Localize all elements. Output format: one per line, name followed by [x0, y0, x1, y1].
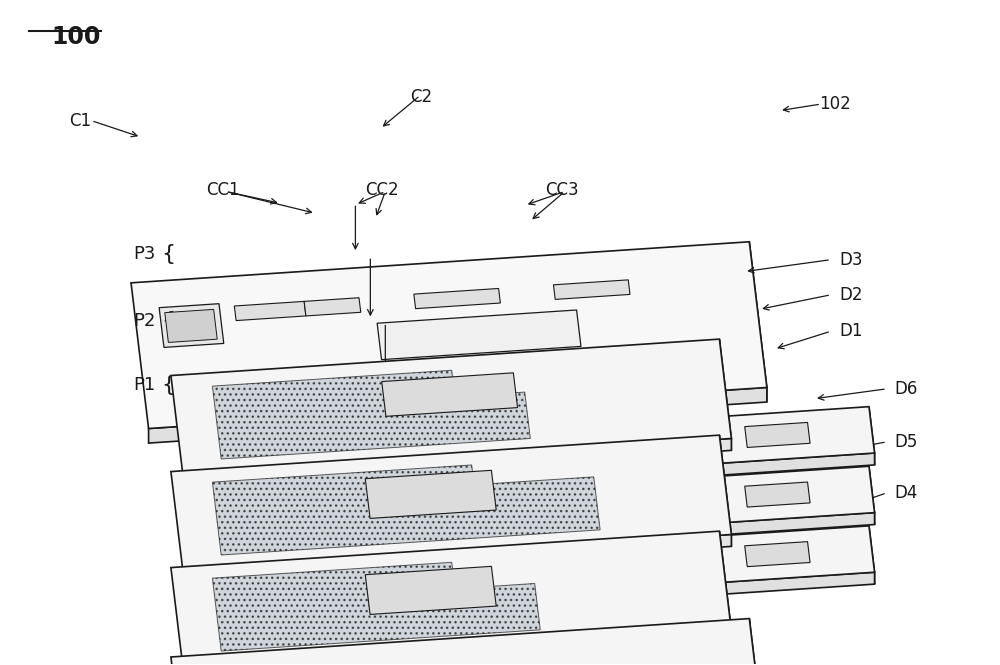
- Polygon shape: [719, 435, 731, 547]
- Polygon shape: [414, 289, 500, 309]
- Polygon shape: [745, 541, 810, 567]
- Text: {: {: [161, 244, 175, 265]
- Polygon shape: [212, 563, 540, 651]
- Polygon shape: [365, 470, 496, 519]
- Polygon shape: [234, 301, 306, 321]
- Polygon shape: [695, 513, 875, 537]
- Polygon shape: [183, 535, 731, 583]
- Polygon shape: [749, 618, 760, 665]
- Polygon shape: [869, 466, 875, 525]
- Polygon shape: [382, 373, 518, 416]
- Polygon shape: [365, 567, 496, 614]
- Polygon shape: [171, 435, 731, 571]
- Polygon shape: [719, 531, 731, 642]
- Text: CC1: CC1: [206, 181, 239, 199]
- Text: CC3: CC3: [545, 181, 578, 199]
- Text: D1: D1: [839, 322, 863, 340]
- Text: CC2: CC2: [365, 181, 399, 199]
- Text: D3: D3: [839, 251, 863, 269]
- Polygon shape: [689, 526, 875, 584]
- Polygon shape: [695, 453, 875, 477]
- Text: {: {: [161, 311, 175, 331]
- Polygon shape: [212, 465, 600, 555]
- Polygon shape: [689, 407, 875, 465]
- Polygon shape: [553, 280, 630, 299]
- Polygon shape: [159, 304, 224, 347]
- Polygon shape: [695, 572, 875, 596]
- Text: {: {: [161, 376, 175, 396]
- Text: D2: D2: [839, 286, 863, 304]
- Text: 102: 102: [819, 95, 851, 113]
- Polygon shape: [749, 242, 767, 402]
- Polygon shape: [745, 482, 810, 507]
- Polygon shape: [165, 309, 217, 342]
- Polygon shape: [719, 339, 731, 450]
- Polygon shape: [183, 630, 731, 665]
- Polygon shape: [171, 531, 731, 665]
- Text: P3: P3: [134, 245, 156, 263]
- Text: D4: D4: [894, 483, 917, 502]
- Polygon shape: [689, 466, 875, 525]
- Text: D6: D6: [894, 380, 917, 398]
- Polygon shape: [869, 407, 875, 465]
- Text: 100: 100: [51, 25, 101, 49]
- Polygon shape: [171, 618, 760, 665]
- Polygon shape: [377, 310, 581, 360]
- Text: P2: P2: [134, 312, 156, 330]
- Polygon shape: [212, 370, 530, 459]
- Polygon shape: [183, 438, 731, 487]
- Polygon shape: [745, 422, 810, 448]
- Text: P1: P1: [134, 376, 156, 394]
- Text: C1: C1: [69, 112, 91, 130]
- Polygon shape: [149, 388, 767, 443]
- Text: C2: C2: [410, 88, 432, 106]
- Polygon shape: [171, 339, 731, 475]
- Text: D5: D5: [894, 433, 917, 451]
- Polygon shape: [131, 242, 767, 428]
- Polygon shape: [304, 298, 361, 316]
- Polygon shape: [869, 526, 875, 584]
